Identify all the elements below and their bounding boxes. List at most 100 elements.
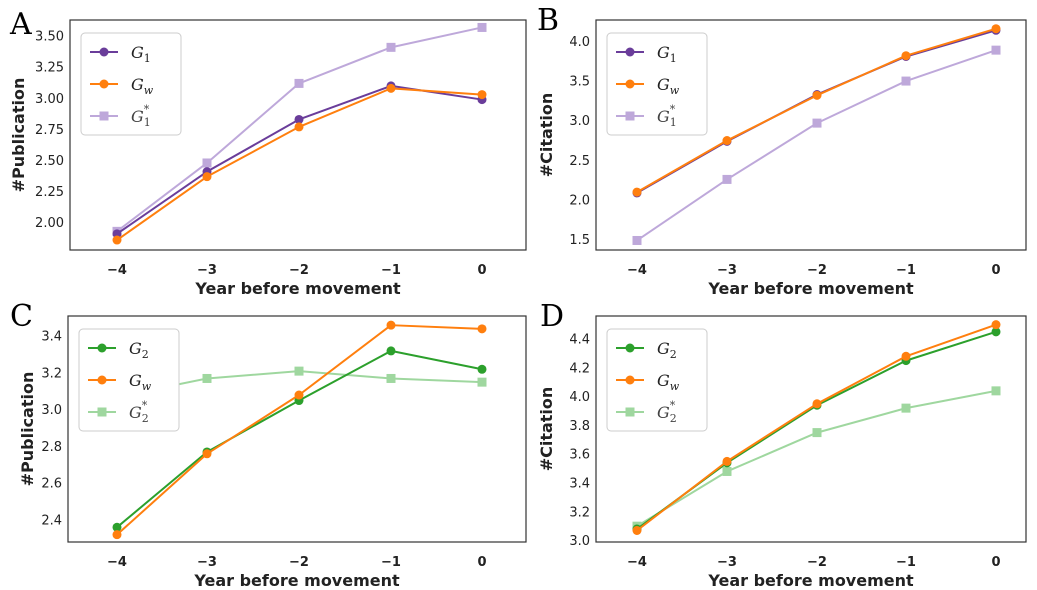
series-gw	[112, 320, 487, 540]
x-tick-label: −3	[197, 263, 217, 278]
data-point	[722, 466, 732, 476]
x-tick-label: −4	[107, 263, 127, 278]
series-gw	[632, 24, 1001, 197]
legend: G2 Gw G2*	[78, 328, 180, 432]
series-gw	[112, 83, 487, 245]
axes-frame	[67, 315, 527, 543]
data-point	[812, 90, 822, 100]
y-tick-label: 3.8	[569, 419, 590, 434]
data-point	[991, 320, 1001, 330]
panel-a: A 2.00 2.25 2.50 2.75 3.00 3.25 3.50 −4 −3 −2 −1 0 Ye…	[9, 7, 527, 298]
data-point	[901, 76, 911, 86]
data-point	[901, 51, 911, 61]
data-point	[112, 235, 122, 245]
axes-frame	[595, 315, 1027, 543]
legend-entry: G1	[616, 43, 677, 65]
x-axis-title: Year before movement	[194, 279, 401, 298]
legend-marker	[625, 79, 635, 89]
legend-box	[606, 328, 708, 432]
data-point	[722, 136, 732, 146]
legend-marker	[625, 407, 635, 417]
y-axis-title: #Citation	[537, 387, 556, 472]
data-point	[386, 346, 396, 356]
x-tick-label: −1	[381, 263, 401, 278]
y-tick-label: 3.50	[35, 30, 64, 45]
data-point	[901, 403, 911, 413]
y-tick-label: 2.6	[41, 477, 62, 492]
data-point	[991, 24, 1001, 34]
y-tick-label: 3.2	[569, 505, 590, 520]
x-axis-title: Year before movement	[193, 571, 400, 590]
data-point	[477, 324, 487, 334]
panel-c: C 2.4 2.6 2.8 3.0 3.2 3.4 −4 −3 −2 −1 0 Year before …	[10, 299, 527, 590]
y-tick-label: 3.0	[569, 534, 590, 549]
legend-label: G1	[131, 43, 151, 65]
data-point	[386, 42, 396, 52]
y-tick-label: 4.2	[569, 361, 590, 376]
data-point	[477, 90, 487, 100]
data-point	[386, 320, 396, 330]
panel-letter: A	[9, 7, 32, 42]
legend-label: Gw	[129, 371, 152, 393]
legend-label: G1*	[657, 103, 677, 129]
x-tick-label: −2	[807, 263, 827, 278]
legend-box	[78, 328, 180, 432]
data-point	[294, 122, 304, 132]
axes-frame	[69, 19, 527, 251]
data-point	[812, 428, 822, 438]
series-g1-star	[632, 45, 1001, 245]
panel-d: D 3.0 3.2 3.4 3.6 3.8 4.0 4.2 4.4 −4 −3 −2 −1 0 Year b…	[537, 299, 1027, 590]
x-tick-label: −2	[289, 263, 309, 278]
data-point	[294, 114, 304, 124]
legend-marker	[625, 111, 635, 121]
data-point	[991, 45, 1001, 55]
y-tick-label: 2.8	[41, 440, 62, 455]
legend-entry: G1	[90, 43, 151, 65]
panel-letter: B	[537, 3, 559, 38]
legend-entry: G2*	[88, 399, 149, 425]
data-point	[812, 399, 822, 409]
y-tick-label: 2.00	[35, 216, 64, 231]
panel-letter: D	[540, 299, 564, 334]
legend-box	[80, 32, 182, 136]
y-tick-label: 3.5	[569, 75, 590, 90]
legend: G2 Gw G2*	[606, 328, 708, 432]
x-tick-label: −2	[807, 555, 827, 570]
x-tick-label: 0	[991, 555, 1000, 570]
y-tick-label: 4.0	[569, 390, 590, 405]
panel-letter: C	[10, 299, 33, 334]
data-point	[202, 373, 212, 383]
legend-label: Gw	[657, 75, 680, 97]
y-tick-label: 2.5	[569, 154, 590, 169]
y-tick-label: 4.0	[569, 35, 590, 50]
x-tick-label: −4	[627, 555, 647, 570]
data-point	[112, 530, 122, 540]
x-tick-label: 0	[477, 263, 486, 278]
data-point	[112, 522, 122, 532]
data-point	[477, 377, 487, 387]
y-axis-title: #Publication	[9, 78, 28, 193]
data-point	[722, 174, 732, 184]
data-point	[812, 118, 822, 128]
y-tick-label: 3.0	[41, 403, 62, 418]
legend-entry: Gw	[616, 371, 680, 393]
x-tick-label: −3	[197, 555, 217, 570]
data-point	[477, 22, 487, 32]
legend-entry: G1*	[616, 103, 677, 129]
x-tick-label: 0	[477, 555, 486, 570]
y-tick-label: 2.75	[35, 123, 64, 138]
panel-b: B 1.5 2.0 2.5 3.0 3.5 4.0 −4 −3 −2 −1 0 Year before …	[537, 3, 1027, 298]
data-point	[294, 390, 304, 400]
legend-entry: Gw	[616, 75, 680, 97]
data-point	[991, 327, 1001, 337]
y-tick-label: 3.25	[35, 61, 64, 76]
y-tick-label: 2.4	[41, 513, 62, 528]
x-tick-label: −4	[107, 555, 127, 570]
data-point	[386, 373, 396, 383]
x-tick-label: −4	[627, 263, 647, 278]
series-gw	[632, 320, 1001, 535]
data-point	[202, 449, 212, 459]
legend-box	[606, 32, 708, 136]
legend-label: G2*	[129, 399, 149, 425]
